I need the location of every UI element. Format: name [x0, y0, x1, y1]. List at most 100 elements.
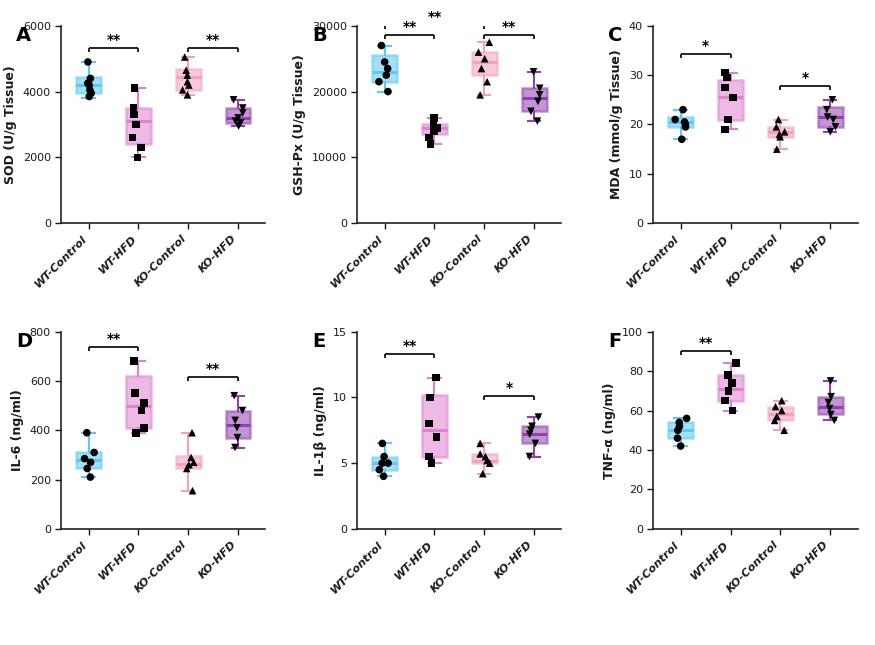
Text: **: ** [402, 339, 416, 353]
Y-axis label: TNF-α (ng/ml): TNF-α (ng/ml) [604, 382, 616, 479]
Point [722, 386, 736, 396]
Y-axis label: SOD (U/g Tissue): SOD (U/g Tissue) [4, 65, 18, 184]
Text: **: ** [206, 362, 220, 375]
Point [180, 77, 194, 87]
Point [725, 405, 739, 415]
Point [137, 398, 151, 408]
Point [125, 132, 139, 143]
Text: *: * [506, 381, 513, 395]
Point [382, 458, 396, 468]
Point [772, 114, 786, 124]
Bar [76, 77, 102, 94]
Point [827, 415, 841, 426]
Bar [668, 422, 693, 438]
Point [673, 421, 687, 432]
Point [130, 152, 144, 163]
Point [378, 57, 392, 67]
Point [180, 90, 194, 100]
Point [718, 395, 732, 406]
Point [473, 438, 487, 448]
Point [231, 113, 245, 123]
Point [476, 468, 490, 479]
Point [424, 458, 438, 468]
Point [232, 121, 246, 131]
Text: A: A [17, 26, 32, 45]
Point [429, 372, 443, 382]
Point [136, 422, 150, 433]
Point [128, 388, 142, 399]
Y-axis label: IL-1β (ng/ml): IL-1β (ng/ml) [314, 385, 327, 476]
Point [478, 54, 492, 64]
Point [473, 90, 487, 100]
Point [376, 471, 390, 481]
Point [80, 463, 94, 473]
Point [422, 451, 436, 462]
Point [374, 41, 388, 51]
Point [721, 370, 735, 380]
Point [822, 397, 836, 408]
Bar [422, 124, 447, 134]
Point [774, 405, 788, 415]
Text: F: F [608, 332, 621, 351]
Bar [422, 395, 447, 457]
Point [127, 103, 141, 113]
Point [670, 433, 684, 443]
Point [721, 114, 735, 124]
Point [176, 84, 190, 95]
Point [677, 117, 691, 127]
Point [483, 458, 497, 468]
Point [472, 47, 486, 57]
Point [83, 84, 97, 95]
Bar [226, 108, 250, 123]
Point [668, 114, 682, 124]
Point [80, 428, 94, 438]
Point [82, 92, 96, 102]
Point [770, 412, 784, 422]
Bar [768, 127, 793, 137]
Point [829, 122, 843, 132]
Point [824, 410, 838, 420]
Point [80, 78, 94, 88]
Point [533, 83, 547, 94]
Point [479, 451, 493, 462]
Bar [472, 52, 497, 75]
Point [678, 119, 692, 130]
Bar [522, 426, 547, 443]
Bar [372, 55, 397, 82]
Point [473, 449, 487, 459]
Bar [817, 397, 843, 415]
Point [675, 134, 689, 144]
Point [474, 63, 488, 74]
Point [381, 63, 395, 74]
Point [230, 433, 244, 443]
Point [381, 86, 395, 97]
Point [83, 472, 97, 482]
Bar [176, 456, 200, 468]
Bar [372, 457, 397, 470]
Point [720, 72, 734, 83]
Bar [718, 375, 743, 401]
Point [135, 405, 149, 415]
Point [524, 425, 538, 435]
Bar [522, 88, 547, 112]
Point [230, 422, 244, 433]
Point [427, 126, 441, 136]
Point [671, 425, 685, 435]
Point [774, 132, 788, 142]
Point [377, 451, 391, 462]
Y-axis label: IL-6 (ng/ml): IL-6 (ng/ml) [11, 390, 24, 471]
Point [379, 70, 393, 80]
Text: **: ** [502, 19, 516, 34]
Bar [176, 68, 200, 90]
Bar [817, 107, 843, 127]
Point [234, 117, 248, 128]
Point [83, 74, 97, 84]
Text: E: E [312, 332, 326, 351]
Point [725, 378, 739, 388]
Point [826, 114, 840, 124]
Text: **: ** [402, 19, 416, 34]
Point [373, 464, 387, 475]
Point [680, 413, 694, 424]
Point [823, 126, 837, 137]
Point [522, 429, 536, 439]
